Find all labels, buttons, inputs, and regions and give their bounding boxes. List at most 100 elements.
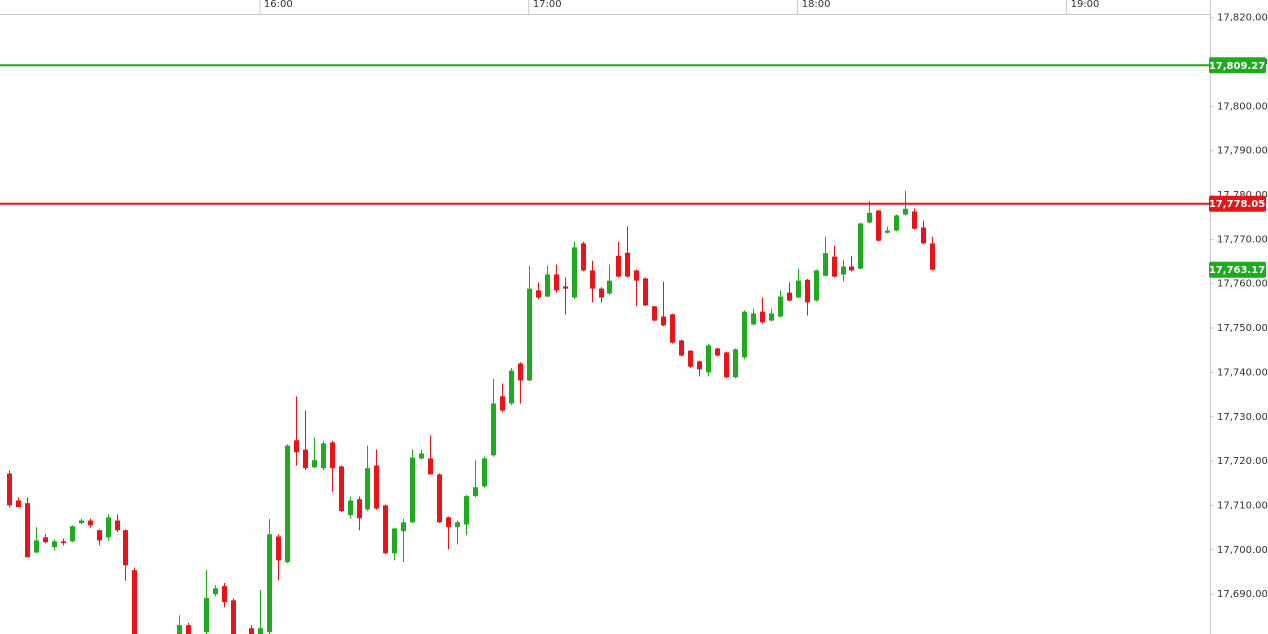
candle-body [912, 211, 917, 229]
price-level-box [1209, 57, 1266, 74]
candle-body [419, 453, 424, 459]
candle-body [231, 600, 236, 634]
y-tick-label: 17,690.00 [1217, 589, 1268, 600]
y-tick-label: 17,760.00 [1217, 279, 1268, 290]
candle-body [787, 292, 792, 301]
y-tick-label: 17,720.00 [1217, 456, 1268, 467]
y-tick-label: 17,710.00 [1217, 500, 1268, 511]
y-tick-label: 17,730.00 [1217, 412, 1268, 423]
candle-body [52, 541, 57, 548]
candle-body [849, 266, 854, 271]
candle-body [106, 517, 111, 538]
x-tick-label: 16:00 [264, 0, 293, 10]
candle-body [123, 530, 128, 566]
candle-body [841, 266, 846, 275]
candle-body [204, 598, 209, 633]
candle-body [97, 530, 102, 541]
candle-body [769, 313, 774, 321]
candle-body [249, 628, 254, 634]
candle-body [276, 536, 281, 561]
candle-body [500, 396, 505, 411]
candle-body [625, 252, 630, 277]
candle-body [303, 449, 308, 469]
candle-body [867, 212, 872, 223]
candle-body [706, 345, 711, 373]
candle-body [724, 352, 729, 378]
candle-body [177, 625, 182, 634]
candle-body [616, 255, 621, 277]
candle-body [464, 496, 469, 525]
y-tick-label: 17,740.00 [1217, 367, 1268, 378]
candle-body [796, 280, 801, 298]
candle-body [348, 500, 353, 516]
price-level-box [1209, 261, 1266, 278]
candle-body [339, 466, 344, 512]
candle-body [894, 215, 899, 231]
candle-body [491, 403, 496, 456]
y-tick-label: 17,790.00 [1217, 146, 1268, 157]
candle-body [661, 316, 666, 326]
candle-body [482, 458, 487, 487]
candle-body [509, 370, 514, 404]
candle-body [34, 540, 39, 553]
candle-body [643, 278, 648, 306]
candle-body [527, 288, 532, 381]
candle-body [267, 534, 272, 633]
candle-body [563, 286, 568, 289]
candle-body [213, 588, 218, 595]
candle-body [652, 306, 657, 321]
y-tick-label: 17,750.00 [1217, 323, 1268, 334]
candle-body [115, 520, 120, 531]
y-tick-label: 17,700.00 [1217, 545, 1268, 556]
candle-body [446, 517, 451, 528]
candle-body [688, 350, 693, 367]
candle-body [921, 227, 926, 244]
candle-body [70, 526, 75, 542]
candle-body [885, 230, 890, 233]
y-tick-label: 17,820.00 [1217, 13, 1268, 24]
candle-body [7, 473, 12, 506]
candle-body [258, 628, 263, 634]
candle-body [760, 311, 765, 323]
candle-body [679, 340, 684, 356]
candle-body [536, 290, 541, 298]
y-tick-label: 17,780.00 [1217, 190, 1268, 201]
candle-body [455, 522, 460, 528]
candle-body [357, 499, 362, 519]
candle-body [715, 348, 720, 356]
candle-body [321, 443, 326, 469]
candle-body [473, 487, 478, 497]
candle-body [733, 349, 738, 378]
candle-body [374, 465, 379, 509]
price-level-box [1209, 195, 1266, 212]
candle-body [383, 505, 388, 554]
candle-body [778, 296, 783, 317]
candle-body [43, 537, 48, 543]
candle-body [410, 457, 415, 523]
candle-body [294, 440, 299, 453]
y-tick-label: 17,800.00 [1217, 101, 1268, 112]
candle-body [79, 520, 84, 524]
candle-body [365, 468, 370, 510]
candle-body [814, 270, 819, 301]
candle-body [572, 247, 577, 298]
x-tick-label: 18:00 [802, 0, 831, 10]
candle-body [751, 313, 756, 325]
y-tick-label: 17,770.00 [1217, 234, 1268, 245]
candle-body [25, 503, 30, 558]
price-level-label: 17,763.17 [1209, 265, 1265, 276]
candle-body [312, 460, 317, 468]
candle-body [437, 474, 442, 523]
candle-body [876, 210, 881, 241]
candle-body [88, 520, 93, 526]
x-tick-label: 17:00 [533, 0, 562, 10]
candle-body [61, 541, 66, 544]
candle-body [581, 243, 586, 271]
candle-body [670, 314, 675, 343]
candle-body [599, 288, 604, 298]
candle-body [590, 270, 595, 289]
candle-body [428, 458, 433, 475]
candle-body [132, 570, 137, 634]
candle-body [518, 363, 523, 381]
